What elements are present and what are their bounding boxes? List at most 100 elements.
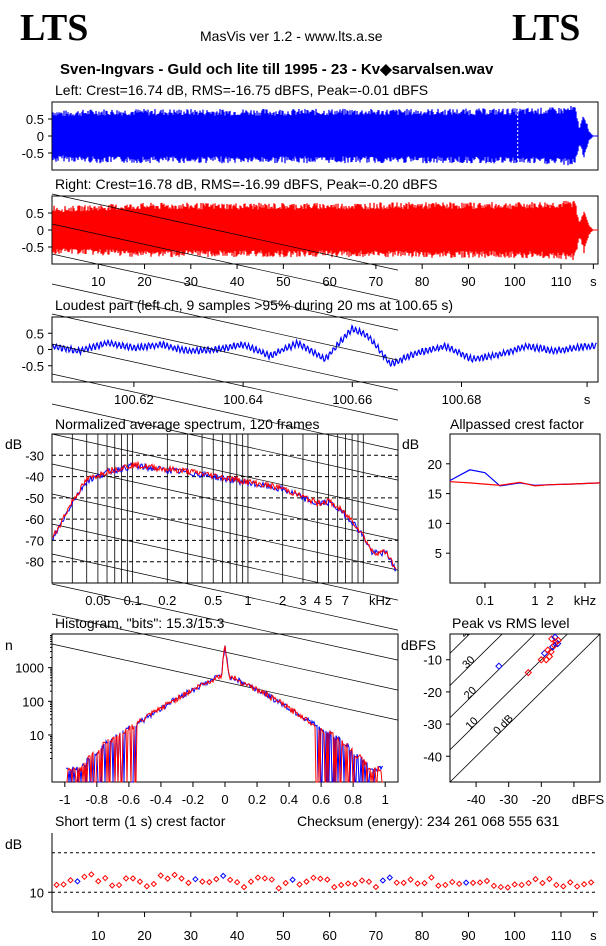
short-crest-xtick-label: 10 [91, 928, 105, 943]
right-channel-xtick-label: 110 [551, 274, 572, 289]
short-crest-point [344, 880, 352, 887]
spectrum-slope-line [51, 433, 399, 511]
short-crest-point [365, 878, 373, 885]
short-crest-point [379, 877, 387, 884]
peakrms-point [540, 649, 549, 658]
short-crest-point [317, 875, 324, 882]
histogram-xtick-label: -0.4 [150, 792, 172, 807]
right-channel-xtick-label: 20 [137, 274, 151, 289]
spectrum-slope-line [51, 283, 399, 361]
short-crest-point [254, 874, 262, 881]
short-crest-point [372, 883, 380, 891]
peakrms-frame [449, 633, 601, 783]
short-crest-point [511, 881, 518, 888]
short-crest-point [129, 875, 137, 882]
short-crest-point [442, 881, 449, 889]
spectrum-grid [51, 193, 399, 721]
loudest-xtick-label: s [584, 392, 591, 407]
short-crest-ytick-label: 10 [30, 885, 44, 900]
short-crest-point [337, 881, 345, 889]
short-crest-point [435, 882, 442, 889]
short-crest-title: Short term (1 s) crest factor [55, 813, 226, 829]
short-crest-point [95, 878, 102, 885]
short-crest-point [88, 871, 95, 878]
spectrum-right-curve [52, 460, 397, 570]
peakrms-xtick-label: dBFS [572, 792, 605, 807]
peakrms-ylabel: dBFS [401, 637, 437, 653]
short-crest-xtick-label: 70 [369, 928, 383, 943]
short-crest-point [393, 879, 400, 886]
allpass-xtick-label: kHz [574, 593, 596, 608]
spectrum-slope-line [51, 643, 399, 721]
short-crest-point [115, 881, 123, 889]
peakrms-xtick-label: -30 [499, 792, 518, 807]
peakrms-crest-label: 20 [462, 685, 479, 702]
short-crest-point [567, 879, 574, 886]
lts-logo-left: LTS [20, 7, 89, 49]
short-crest-point [476, 879, 484, 886]
spectrum-xtick-label: 0.05 [85, 593, 110, 608]
short-crest-xtick-label: 50 [276, 928, 290, 943]
peakrms-crest-line [450, 634, 568, 751]
histogram-xtick-label: -1 [59, 792, 71, 807]
right-channel-title: Right: Crest=16.78 dB, RMS=-16.99 dBFS, … [55, 176, 438, 192]
allpass-xtick-label: 1 [531, 593, 538, 608]
spectrum-slope-line [51, 223, 399, 301]
peakrms-crest-label: 0 dB [491, 713, 515, 737]
right-channel-xtick-label: 100 [504, 274, 526, 289]
short-crest-point [421, 879, 428, 887]
short-crest-point [504, 884, 511, 891]
left-channel-title: Left: Crest=16.74 dB, RMS=-16.75 dBFS, P… [55, 82, 429, 98]
short-crest-point [296, 881, 303, 888]
spectrum-xtick-label: 3 [299, 593, 306, 608]
short-crest-point [497, 883, 505, 891]
peakrms-point [554, 636, 562, 645]
short-crest-point [108, 882, 116, 889]
short-crest-point [192, 875, 199, 883]
histogram-xtick-label: -0.6 [118, 792, 140, 807]
right-channel-ytick-label: 0.5 [26, 206, 44, 221]
short-crest-xtick-label: 20 [137, 928, 151, 943]
peakrms-point [524, 668, 532, 677]
short-crest-point [233, 878, 241, 886]
spectrum-ytick-label: -70 [25, 533, 44, 548]
allpass-ylabel: dB [402, 436, 420, 452]
short-crest-point [171, 871, 178, 879]
peakrms-crest-label: 30 [460, 654, 477, 671]
lts-logo-right: LTS [512, 7, 581, 49]
short-crest-point [310, 874, 317, 882]
spectrum-left-curve [52, 461, 397, 572]
spectrum-ytick-label: -60 [25, 512, 44, 527]
short-crest-point [324, 876, 331, 883]
right-channel-xtick-label: 60 [322, 274, 336, 289]
short-crest-point [67, 877, 74, 884]
spectrum-xtick-label: 7 [342, 593, 349, 608]
app-title: MasVis ver 1.2 - www.lts.a.se [200, 28, 383, 44]
left-channel-ytick-label: -0.5 [22, 146, 44, 161]
short-crest-point [102, 874, 109, 882]
short-crest-point [358, 877, 366, 884]
right-channel-xtick-label: 90 [461, 274, 475, 289]
file-title: Sven-Ingvars - Guld och lite till 1995 -… [60, 61, 494, 78]
short-crest-point [546, 875, 553, 883]
short-crest-point [525, 879, 532, 887]
peakrms-ytick-label: -30 [423, 717, 442, 732]
short-crest-point [553, 881, 560, 889]
peakrms-point [549, 643, 557, 651]
short-crest-point [490, 882, 498, 890]
short-crest-point [414, 880, 421, 887]
short-crest-point [483, 877, 491, 885]
short-crest-point [455, 880, 463, 888]
short-crest-point [532, 875, 539, 883]
peakrms-xtick-label: -20 [532, 792, 551, 807]
histogram-ytick-label: 10 [30, 728, 44, 743]
short-crest-ylabel: dB [5, 836, 23, 852]
short-crest-xtick-label: 40 [230, 928, 244, 943]
short-crest-point [580, 881, 588, 888]
spectrum-ytick-label: -80 [25, 555, 44, 570]
loudest-xtick-label: 100.66 [332, 392, 372, 407]
spectrum-slope-line [51, 343, 399, 421]
short-crest-point [157, 872, 164, 879]
short-crest-point [351, 880, 359, 888]
short-crest-point [143, 883, 151, 890]
